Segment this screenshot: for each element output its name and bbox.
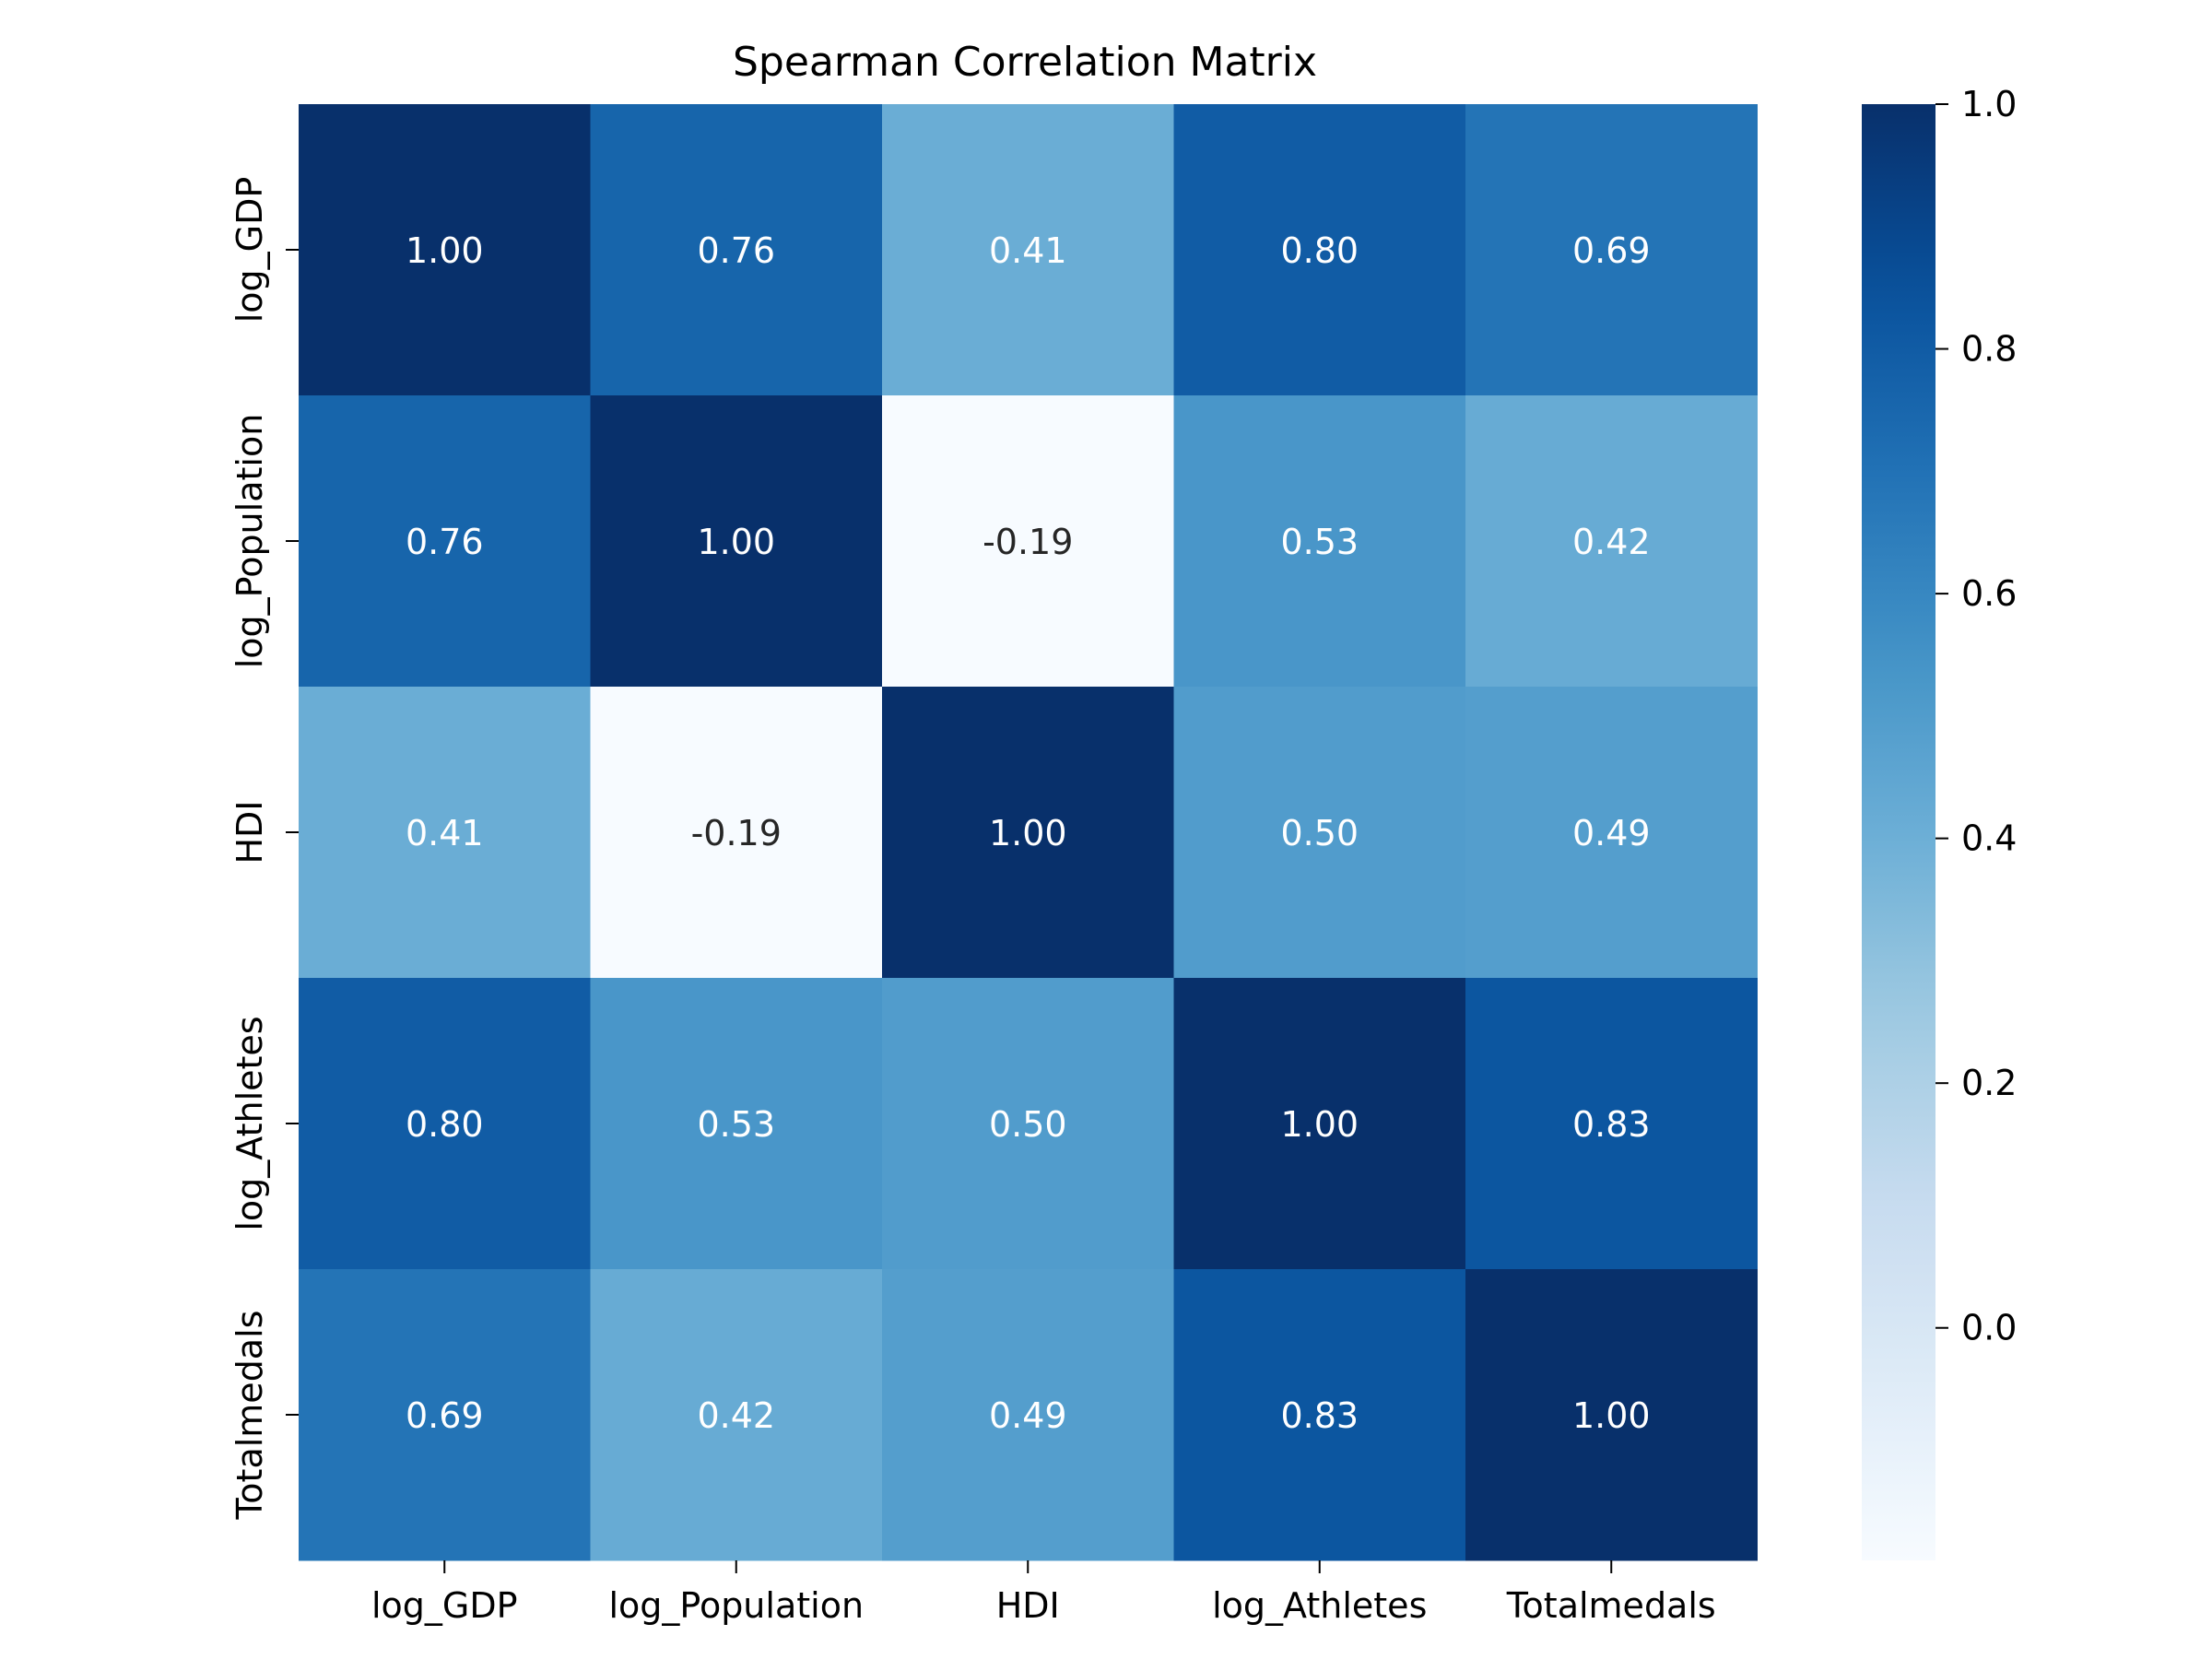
chart-title: Spearman Correlation Matrix	[733, 39, 1317, 86]
x-tick-label: HDI	[996, 1585, 1060, 1626]
heatmap-cell	[1173, 687, 1466, 979]
heatmap-cell	[299, 104, 591, 396]
cell-value-label: 0.42	[1572, 522, 1651, 562]
cell-value-label: 0.76	[406, 522, 484, 562]
colorbar-tick-label: 0.0	[1961, 1308, 2017, 1348]
cell-value-label: 0.50	[1280, 813, 1359, 853]
cell-value-label: 0.53	[1280, 522, 1359, 562]
y-tick-label: log_GDP	[229, 177, 270, 324]
colorbar-ticks: 0.0 0.2 0.4 0.6 0.8 1.0	[1936, 84, 2017, 1348]
cell-value-label: 0.76	[697, 230, 775, 271]
x-tick-label: log_GDP	[371, 1585, 518, 1626]
cell-value-label: 1.00	[989, 813, 1067, 853]
heatmap-cell	[1173, 104, 1466, 396]
cell-value-label: 0.50	[989, 1104, 1067, 1145]
heatmap-cell	[1173, 1269, 1466, 1561]
heatmap-cell	[590, 1269, 883, 1561]
y-tick-label: HDI	[229, 800, 270, 864]
heatmap-cell	[1173, 395, 1466, 688]
x-tick-label: log_Population	[608, 1585, 864, 1626]
colorbar-tick-label: 0.6	[1961, 573, 2017, 614]
cell-value-label: 0.69	[1572, 230, 1651, 271]
heatmap-cell	[1465, 104, 1758, 396]
cell-value-label: 0.41	[406, 813, 484, 853]
colorbar-tick-label: 0.8	[1961, 329, 2017, 370]
heatmap-cell	[299, 687, 591, 979]
cell-value-labels: 1.00 0.76 0.41 0.80 0.69 0.76 1.00 -0.19 0.53 0.4…	[406, 230, 1651, 1436]
colorbar-scale	[1862, 104, 1936, 1560]
heatmap-cell	[882, 395, 1174, 688]
cell-value-label: 0.53	[697, 1104, 775, 1145]
heatmap-cell	[1465, 395, 1758, 688]
x-tick-label: Totalmedals	[1506, 1585, 1716, 1626]
cell-value-label: 0.80	[406, 1104, 484, 1145]
colorbar-tick-label: 0.2	[1961, 1063, 2017, 1103]
y-tick-label: log_Athletes	[229, 1016, 270, 1230]
heatmap-cell	[1465, 687, 1758, 979]
heatmap-cell	[299, 978, 591, 1270]
heatmap-cell	[299, 395, 591, 688]
cell-value-label: -0.19	[691, 813, 782, 853]
y-tick-label: log_Population	[229, 414, 270, 669]
y-axis: log_GDP log_Population HDI log_Athletes Tota…	[229, 177, 299, 1521]
x-tick-label: log_Athletes	[1212, 1585, 1427, 1626]
heatmap-cells	[299, 104, 1758, 1561]
heatmap-cell	[882, 978, 1174, 1270]
heatmap-cell	[590, 978, 883, 1270]
heatmap-cell	[590, 104, 883, 396]
cell-value-label: 0.83	[1280, 1395, 1359, 1436]
cell-value-label: 0.80	[1280, 230, 1359, 271]
heatmap-cell	[299, 1269, 591, 1561]
cell-value-label: 1.00	[406, 230, 484, 271]
colorbar-tick-label: 0.4	[1961, 818, 2017, 859]
colorbar-tick-label: 1.0	[1961, 84, 2017, 124]
cell-value-label: 0.41	[989, 230, 1067, 271]
cell-value-label: 0.42	[697, 1395, 775, 1436]
cell-value-label: 1.00	[697, 522, 775, 562]
cell-value-label: 0.83	[1572, 1104, 1651, 1145]
colorbar: 0.0 0.2 0.4 0.6 0.8 1.0	[1862, 84, 2017, 1560]
heatmap-cell	[590, 395, 883, 688]
heatmap-cell	[882, 104, 1174, 396]
heatmap-cell	[882, 687, 1174, 979]
heatmap-cell	[1173, 978, 1466, 1270]
y-tick-label: Totalmedals	[229, 1311, 270, 1521]
cell-value-label: 0.69	[406, 1395, 484, 1436]
cell-value-label: 0.49	[989, 1395, 1067, 1436]
cell-value-label: 1.00	[1280, 1104, 1359, 1145]
x-axis: log_GDP log_Population HDI log_Athletes Tota…	[371, 1560, 1716, 1626]
cell-value-label: 1.00	[1572, 1395, 1651, 1436]
cell-value-label: -0.19	[982, 522, 1073, 562]
heatmap-cell	[1465, 1269, 1758, 1561]
cell-value-label: 0.49	[1572, 813, 1651, 853]
heatmap-cell	[882, 1269, 1174, 1561]
heatmap-cell	[1465, 978, 1758, 1270]
heatmap-cell	[590, 687, 883, 979]
